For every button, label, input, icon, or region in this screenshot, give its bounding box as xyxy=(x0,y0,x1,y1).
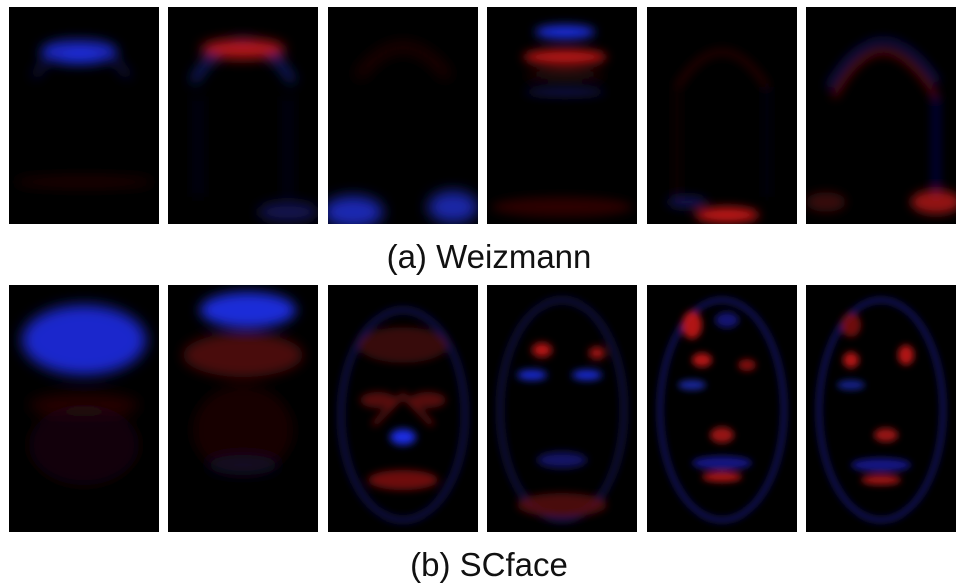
scface-panel-1 xyxy=(9,285,159,532)
scface-panel-2-image xyxy=(183,292,303,475)
scface-panel-6-image xyxy=(816,297,946,523)
weizmann-panel-1-image xyxy=(14,40,154,188)
scface-panel-4-image xyxy=(497,297,627,523)
weizmann-panel-3-image xyxy=(328,43,478,224)
scface-panel-5-image xyxy=(657,297,787,523)
caption-scface: (b) SCface xyxy=(410,546,568,583)
scface-panel-1-image xyxy=(22,305,146,485)
weizmann-panel-4 xyxy=(487,7,637,224)
weizmann-panel-4-image xyxy=(492,25,632,217)
weizmann-panel-3 xyxy=(328,7,478,224)
weizmann-row xyxy=(0,0,978,260)
caption-weizmann: (a) Weizmann xyxy=(386,238,592,275)
scface-panel-3 xyxy=(328,285,478,532)
scface-panel-5 xyxy=(647,285,797,532)
scface-panel-2 xyxy=(168,285,318,532)
weizmann-panel-2-image xyxy=(189,38,318,222)
weizmann-panel-5 xyxy=(647,7,797,224)
scface-panel-3-image xyxy=(338,307,468,523)
weizmann-panel-1 xyxy=(9,7,159,224)
weizmann-panel-5-image xyxy=(667,49,770,223)
scface-panel-4 xyxy=(487,285,637,532)
weizmann-panel-6-image xyxy=(806,38,956,214)
weizmann-panel-2 xyxy=(168,7,318,224)
scface-panel-6 xyxy=(806,285,956,532)
weizmann-panel-6 xyxy=(806,7,956,224)
